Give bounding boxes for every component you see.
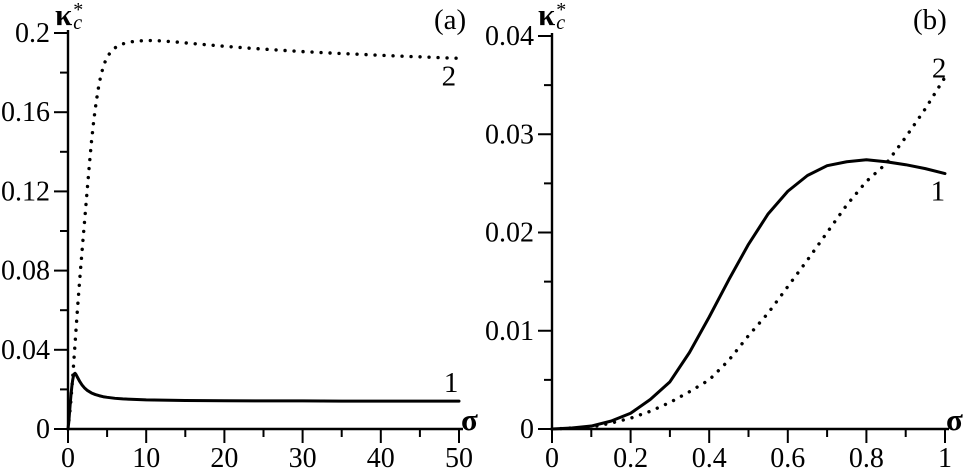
x-axis-title-a: σ [461, 402, 478, 437]
panel-b-y-tick-label: 0.02 [485, 218, 534, 249]
panel-a-y-tick-label: 0 [36, 414, 50, 445]
panel-b-y-tick-label: 0.04 [485, 21, 534, 52]
kappa-supsub: * c [556, 0, 567, 34]
panel-a-y-tick-label: 0.16 [1, 97, 50, 128]
panel-b-curve-1 [550, 158, 947, 431]
panel-a-x-tick-label: 0 [61, 443, 75, 474]
panel-a-curve-label-1: 1 [444, 367, 459, 399]
kappa-subscript: c [556, 12, 566, 34]
panel-label-a: (a) [434, 4, 467, 36]
kappa-subscript: c [73, 12, 83, 34]
kappa-symbol: κ [538, 0, 556, 32]
x-axis-title-b: σ [946, 402, 963, 437]
panel-b-x-tick-label: 1 [938, 443, 952, 474]
panel-a-y-tick-label: 0.08 [1, 256, 50, 287]
panel-b-curve-label-2: 2 [932, 52, 947, 84]
y-axis-title-b: κ * c [538, 0, 567, 34]
kappa-symbol: κ [55, 0, 73, 32]
panel-a-axes [66, 30, 463, 431]
y-axis-title-a: κ * c [55, 0, 84, 34]
kappa-superscript: * [556, 0, 567, 21]
panel-a-x-tick-label: 40 [367, 443, 395, 474]
panel-b-curve-2 [550, 75, 947, 431]
panel-a-x-tick-label: 20 [210, 443, 238, 474]
panel-b-curve-label-1: 1 [931, 175, 946, 207]
panel-b-x-tick-label: 0.6 [770, 443, 805, 474]
panel-b: 0 0.2 0.4 0.6 0.8 1 0 0.01 0.02 0.03 0.04 1 2 [485, 21, 952, 474]
panel-a-y-tick-label: 0.12 [1, 176, 50, 207]
panel-b-x-tick-label: 0.4 [692, 443, 727, 474]
kappa-superscript: * [73, 0, 84, 21]
kappa-supsub: * c [73, 0, 84, 34]
panel-a-y-tick-label: 0.2 [15, 18, 50, 49]
panel-b-axes [550, 33, 949, 431]
panel-b-x-tick-label: 0 [545, 443, 559, 474]
panel-b-x-tick-label: 0.2 [613, 443, 648, 474]
panel-a-y-tick-label: 0.04 [1, 335, 50, 366]
panel-b-y-tick-label: 0 [520, 414, 534, 445]
panel-a-curve-1 [66, 371, 461, 431]
panel-a-x-tick-label: 50 [445, 443, 473, 474]
panel-label-b: (b) [913, 4, 947, 36]
panel-a-x-tick-label: 30 [289, 443, 317, 474]
panel-a-curve-label-2: 2 [442, 61, 457, 93]
panel-b-y-tick-label: 0.01 [485, 316, 534, 347]
panel-a-curve-2 [66, 38, 461, 431]
panel-a: 0 10 20 30 40 50 0 0.04 0.08 0.12 0.16 0.2 1 2 [1, 18, 473, 474]
panel-a-x-tick-label: 10 [132, 443, 160, 474]
panel-b-x-tick-label: 0.8 [849, 443, 884, 474]
panel-b-y-tick-label: 0.03 [485, 119, 534, 150]
